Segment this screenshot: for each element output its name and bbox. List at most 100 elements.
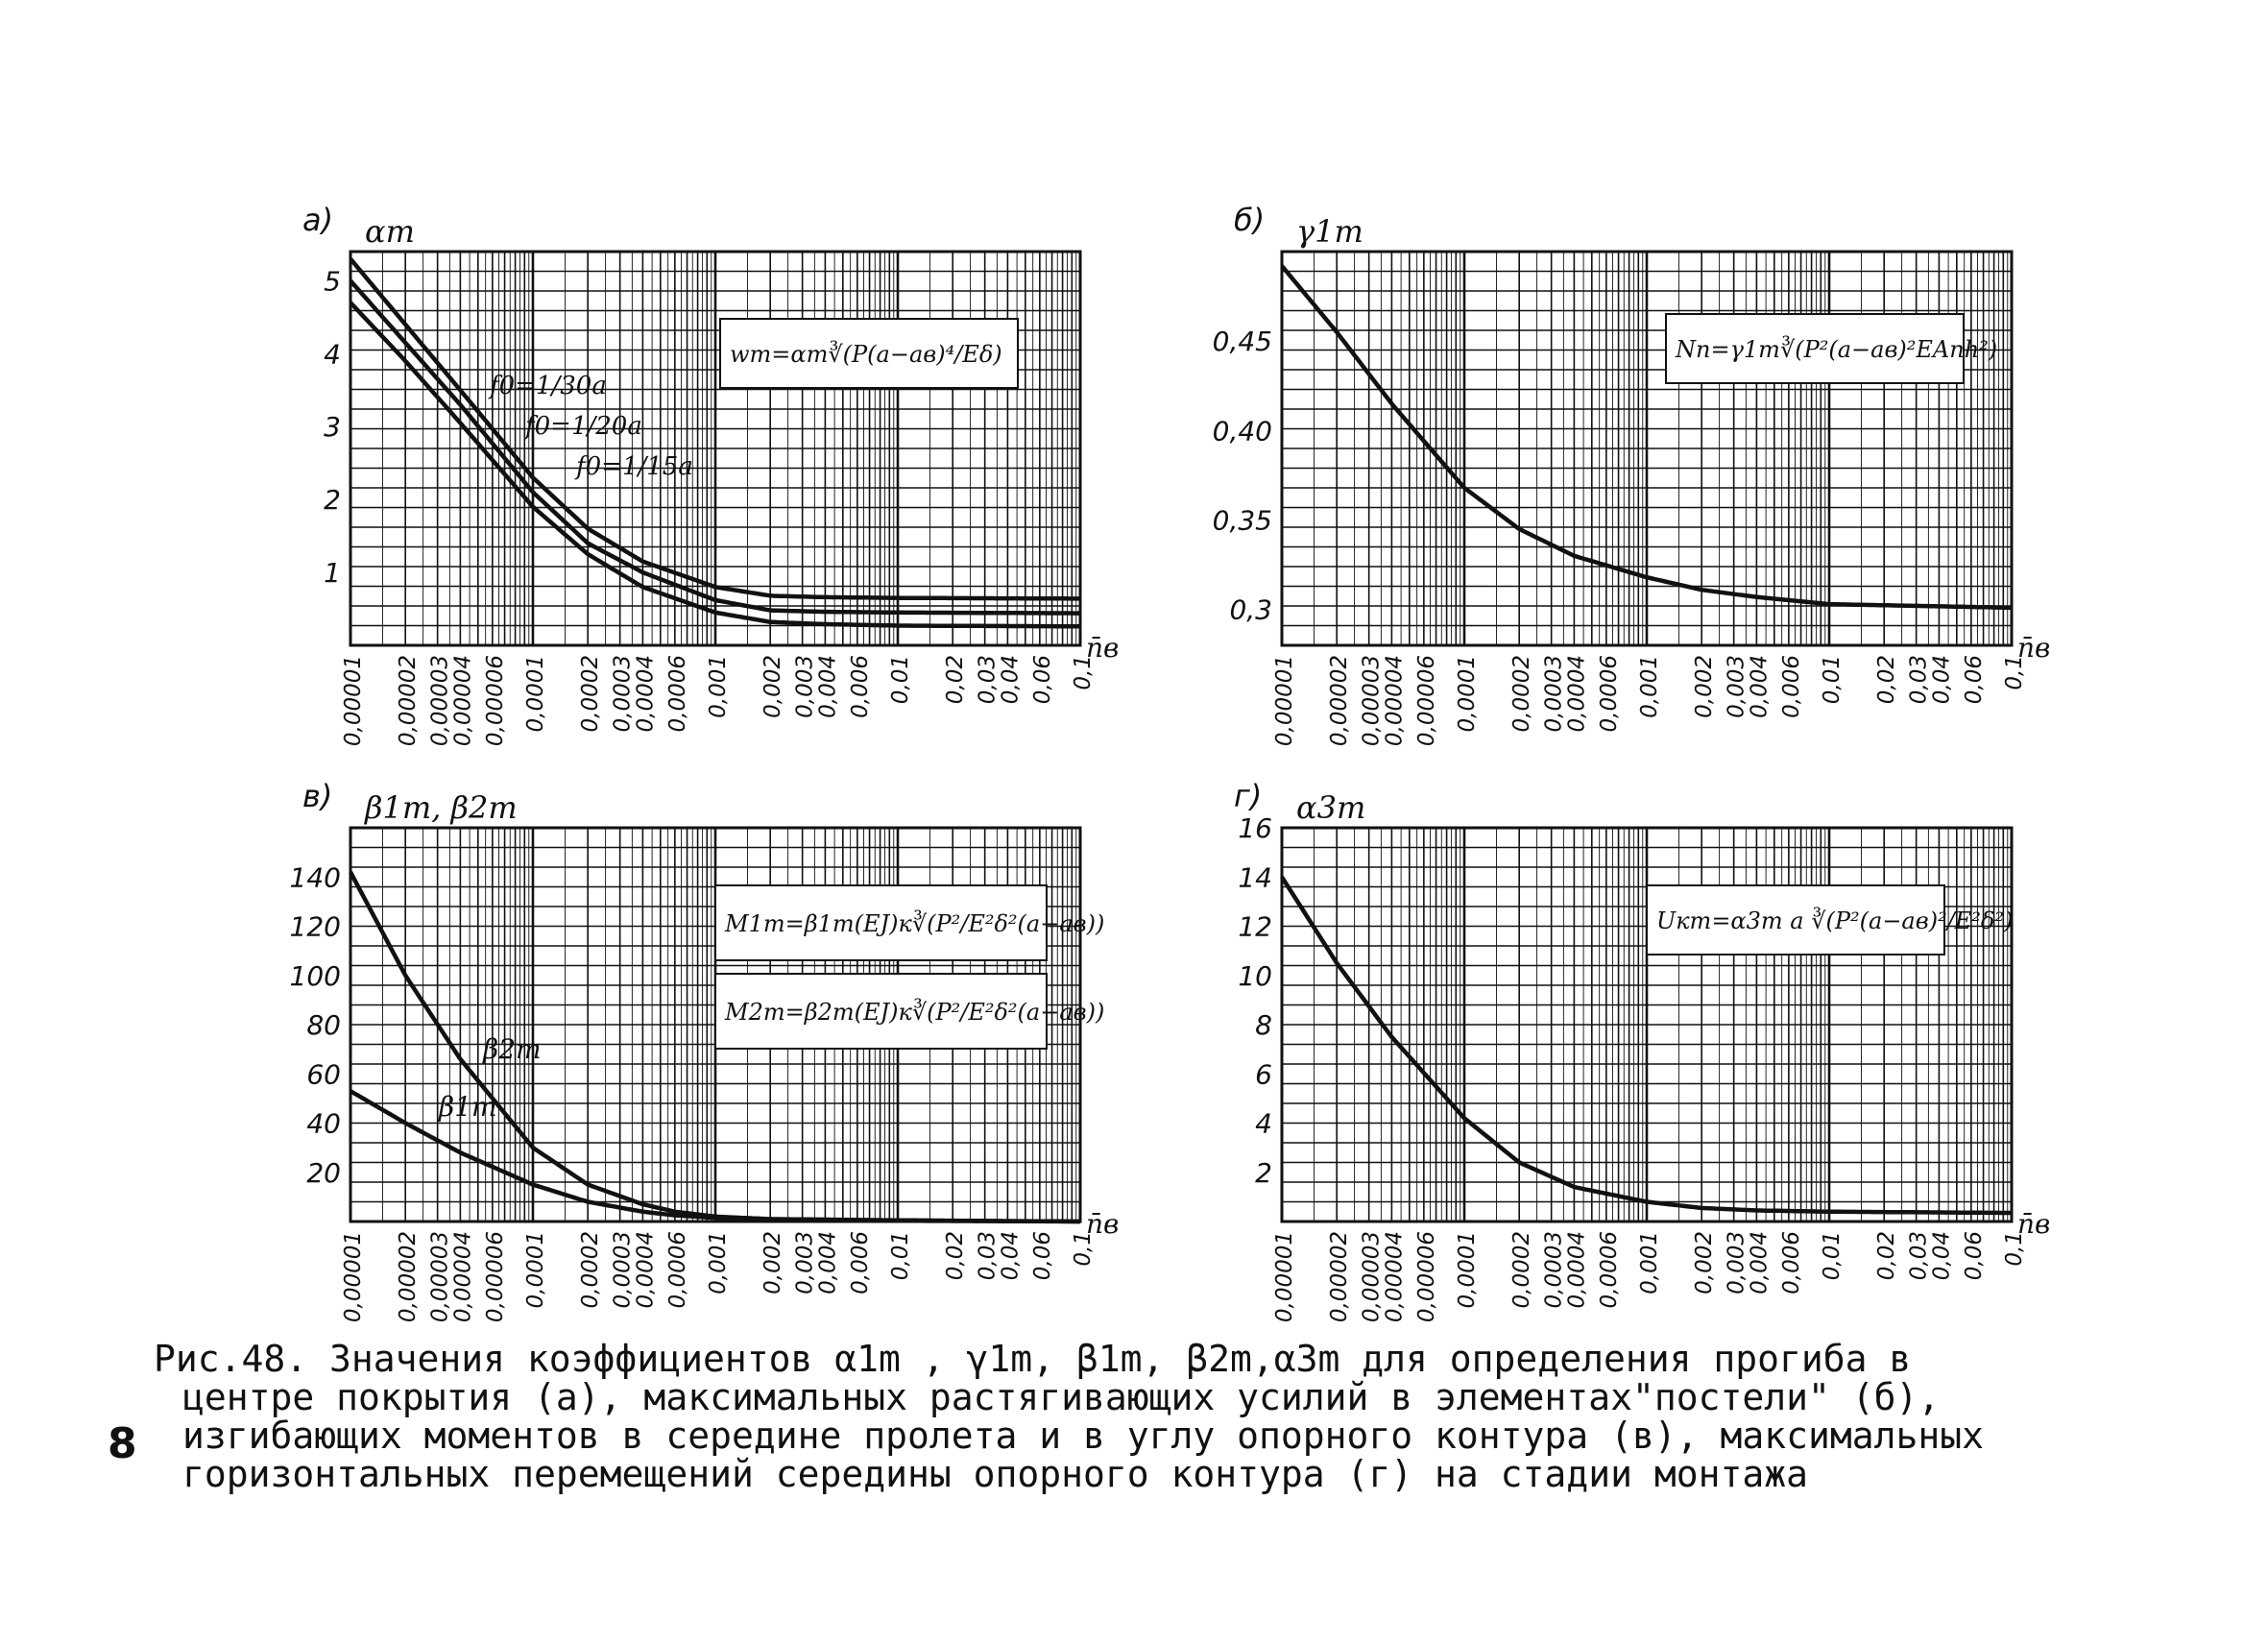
series-label: β2m [482, 1033, 542, 1065]
formula-text: wm=αm∛(P(a−aв)⁴/Eδ) [730, 340, 1002, 368]
formula-box [714, 884, 1048, 961]
y-tick-label: 20 [306, 1157, 341, 1189]
y-tick-label: 0,45 [1213, 326, 1272, 357]
x-tick-label: 0,06 [1030, 1231, 1055, 1280]
x-tick-label: 0,01 [1820, 655, 1845, 704]
series-line [349, 301, 1081, 629]
caption-line: горизонтальных перемещений середины опор… [182, 1453, 1808, 1495]
plot-frame [349, 250, 1082, 647]
x-tick-label: 0,01 [1820, 1231, 1845, 1280]
x-axis-label: n̄в [2017, 632, 2050, 664]
y-tick-label: 3 [324, 411, 341, 443]
series-line [1280, 264, 2013, 611]
x-tick-label: 0,00003 [428, 1231, 453, 1322]
x-tick-label: 0,00002 [1327, 655, 1352, 746]
x-tick-label: 0,006 [1779, 1231, 1804, 1294]
y-tick-label: 100 [290, 960, 341, 992]
x-tick-label: 0,00002 [396, 655, 421, 746]
y-tick-label: 140 [290, 861, 341, 893]
x-axis-label: n̄в [2017, 1208, 2050, 1240]
y-axis-label: αm [365, 213, 415, 250]
x-tick-label: 0,001 [706, 1231, 731, 1294]
y-tick-label: 120 [290, 911, 341, 943]
page-number: 8 [108, 1419, 137, 1468]
x-tick-label: 0,0004 [1564, 1231, 1589, 1308]
x-tick-label: 0,06 [1962, 1231, 1987, 1280]
x-tick-label: 0,0003 [1542, 1231, 1567, 1308]
x-tick-label: 0,002 [760, 655, 785, 718]
x-tick-label: 0,00006 [483, 655, 508, 746]
caption-line: центре покрытия (а), максимальных растяг… [182, 1376, 1941, 1418]
x-tick-label: 0,0004 [633, 1231, 658, 1308]
y-tick-label: 0,35 [1213, 505, 1272, 537]
x-tick-label: 0,001 [706, 655, 731, 718]
formula-text: Nn=γ1m∛(P²(a−aв)²EAnh²) [1675, 335, 1997, 363]
x-tick-label: 0,00001 [341, 655, 366, 746]
x-tick-label: 0,00001 [1272, 655, 1297, 746]
x-tick-label: 0,01 [888, 655, 913, 704]
x-tick-label: 0,003 [1725, 1231, 1749, 1294]
figure-caption: Рис.48. Значения коэффициентов α1m , γ1m… [154, 1340, 2208, 1493]
x-tick-label: 0,01 [888, 1231, 913, 1280]
y-tick-label: 5 [324, 265, 341, 297]
x-tick-label: 0,00001 [341, 1231, 366, 1322]
x-tick-label: 0,03 [1907, 1231, 1932, 1280]
panel-label: в) [302, 778, 332, 814]
x-tick-label: 0,1 [1071, 655, 1096, 690]
x-tick-label: 0,0002 [1509, 655, 1534, 732]
x-tick-label: 0,003 [793, 655, 818, 718]
x-tick-label: 0,004 [815, 655, 840, 718]
x-tick-label: 0,00003 [1360, 655, 1385, 746]
chart-panel: 2 4 6 8 10 12 14 16 0,00001 0,00002 0,000030,00004… [1234, 778, 2050, 1322]
x-axis-label: n̄в [1086, 1208, 1119, 1240]
formula-box [719, 318, 1019, 389]
y-tick-label: 4 [324, 338, 341, 370]
x-tick-label: 0,0001 [523, 655, 548, 732]
x-tick-label: 0,04 [998, 655, 1023, 704]
x-axis-label: n̄в [1086, 632, 1119, 664]
y-axis-label: α3m [1296, 789, 1365, 826]
x-tick-label: 0,02 [1874, 655, 1899, 704]
x-tick-label: 0,04 [998, 1231, 1023, 1280]
x-tick-label: 0,03 [976, 655, 1001, 704]
x-tick-label: 0,04 [1929, 655, 1954, 704]
x-tick-label: 0,0006 [1597, 1231, 1622, 1308]
x-tick-label: 0,001 [1637, 655, 1662, 718]
x-tick-label: 0,00006 [483, 1231, 508, 1322]
y-tick-label: 1 [324, 557, 341, 589]
x-tick-label: 0,02 [943, 1231, 968, 1280]
x-tick-label: 0,004 [815, 1231, 840, 1294]
x-tick-label: 0,003 [1725, 655, 1749, 718]
y-tick-label: 2 [324, 484, 341, 516]
formula-box [714, 973, 1048, 1050]
y-axis-label: β1m, β2m [364, 789, 518, 826]
x-tick-label: 0,0002 [578, 1231, 603, 1308]
series-label: f0=1/30a [488, 372, 607, 400]
x-tick-label: 0,1 [2002, 1231, 2027, 1267]
y-tick-label: 10 [1238, 960, 1272, 992]
x-tick-label: 0,1 [1071, 1231, 1096, 1267]
x-tick-label: 0,06 [1962, 655, 1987, 704]
x-tick-label: 0,004 [1747, 1231, 1772, 1294]
x-tick-label: 0,0004 [1564, 655, 1589, 732]
x-tick-label: 0,00001 [1272, 1231, 1297, 1322]
formula-text: M1m=β1m(EJ)к∛(P²/E²δ²(a−aв)) [724, 909, 1104, 937]
x-tick-label: 0,00002 [1327, 1231, 1352, 1322]
x-tick-label: 0,00006 [1414, 655, 1439, 746]
formula-text: M2m=β2m(EJ)к∛(P²/E²δ²(a−aв)) [724, 998, 1104, 1026]
y-tick-label: 80 [306, 1009, 341, 1041]
x-tick-label: 0,00003 [428, 655, 453, 746]
plot-frame [349, 826, 1082, 1223]
x-tick-label: 0,00006 [1414, 1231, 1439, 1322]
x-tick-label: 0,03 [976, 1231, 1001, 1280]
x-tick-label: 0,006 [848, 1231, 873, 1294]
x-tick-label: 0,03 [1907, 655, 1932, 704]
x-tick-label: 0,002 [760, 1231, 785, 1294]
x-tick-label: 0,0006 [665, 655, 690, 732]
y-tick-label: 0,3 [1229, 594, 1272, 626]
caption-line: изгибающих моментов в середине пролета и… [182, 1415, 1984, 1457]
x-tick-label: 0,0001 [1455, 1231, 1480, 1308]
